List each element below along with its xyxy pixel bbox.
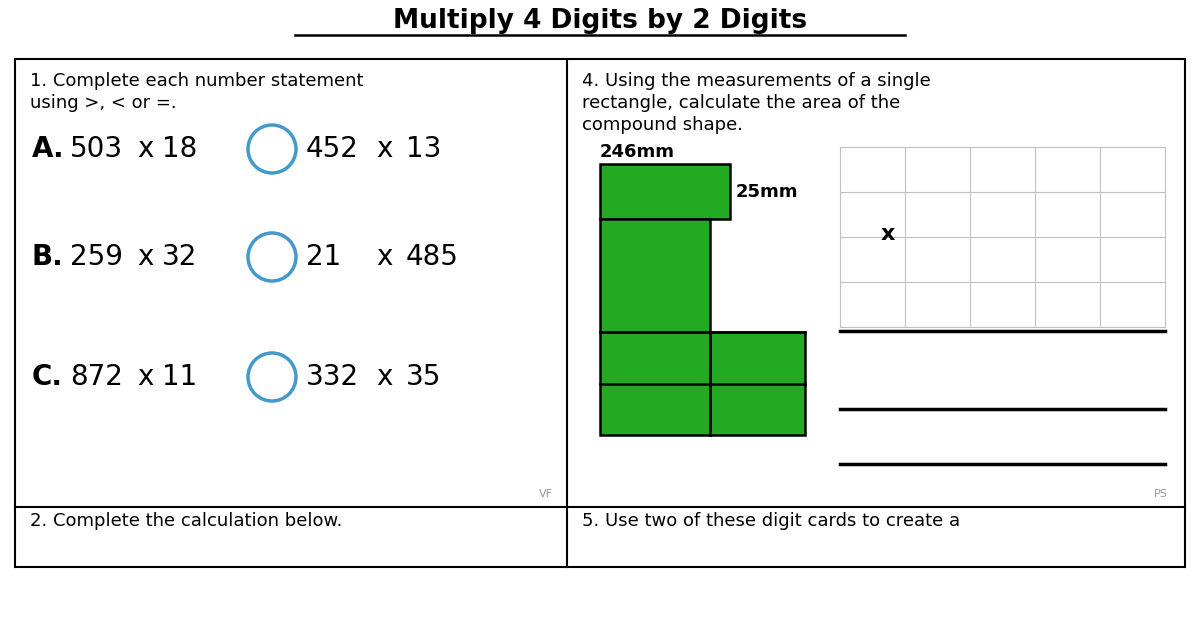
Text: 21: 21: [306, 243, 341, 271]
Text: 35: 35: [406, 363, 442, 391]
Text: C.: C.: [32, 363, 64, 391]
Text: 2. Complete the calculation below.: 2. Complete the calculation below.: [30, 512, 342, 530]
Text: 11: 11: [162, 363, 197, 391]
Text: Multiply 4 Digits by 2 Digits: Multiply 4 Digits by 2 Digits: [392, 8, 808, 34]
Text: 18: 18: [162, 135, 197, 163]
Text: rectangle, calculate the area of the: rectangle, calculate the area of the: [582, 94, 900, 112]
Text: 485: 485: [406, 243, 458, 271]
Text: VF: VF: [539, 489, 553, 499]
Text: 246mm: 246mm: [600, 143, 674, 161]
Text: x: x: [137, 135, 154, 163]
Bar: [14, 59, 1186, 567]
Text: using >, < or =.: using >, < or =.: [30, 94, 176, 112]
Text: 5. Use two of these digit cards to create a: 5. Use two of these digit cards to creat…: [582, 512, 960, 530]
Text: 332: 332: [306, 363, 359, 391]
Bar: [600, 332, 710, 435]
Text: B.: B.: [32, 243, 64, 271]
Bar: [600, 164, 730, 219]
Text: PS: PS: [1154, 489, 1168, 499]
Text: 259: 259: [70, 243, 124, 271]
Text: x: x: [137, 363, 154, 391]
Text: x: x: [376, 243, 392, 271]
Text: 872: 872: [70, 363, 122, 391]
Text: A.: A.: [32, 135, 65, 163]
Text: 452: 452: [306, 135, 359, 163]
Text: 25mm: 25mm: [736, 183, 798, 201]
Text: x: x: [137, 243, 154, 271]
Bar: [600, 219, 710, 332]
Text: 503: 503: [70, 135, 124, 163]
Text: x: x: [376, 363, 392, 391]
Text: 4. Using the measurements of a single: 4. Using the measurements of a single: [582, 72, 931, 90]
Text: 13: 13: [406, 135, 442, 163]
Text: 1. Complete each number statement: 1. Complete each number statement: [30, 72, 364, 90]
Bar: [710, 332, 805, 435]
Text: 32: 32: [162, 243, 197, 271]
Text: x: x: [881, 224, 895, 244]
Text: x: x: [376, 135, 392, 163]
Text: compound shape.: compound shape.: [582, 116, 743, 134]
